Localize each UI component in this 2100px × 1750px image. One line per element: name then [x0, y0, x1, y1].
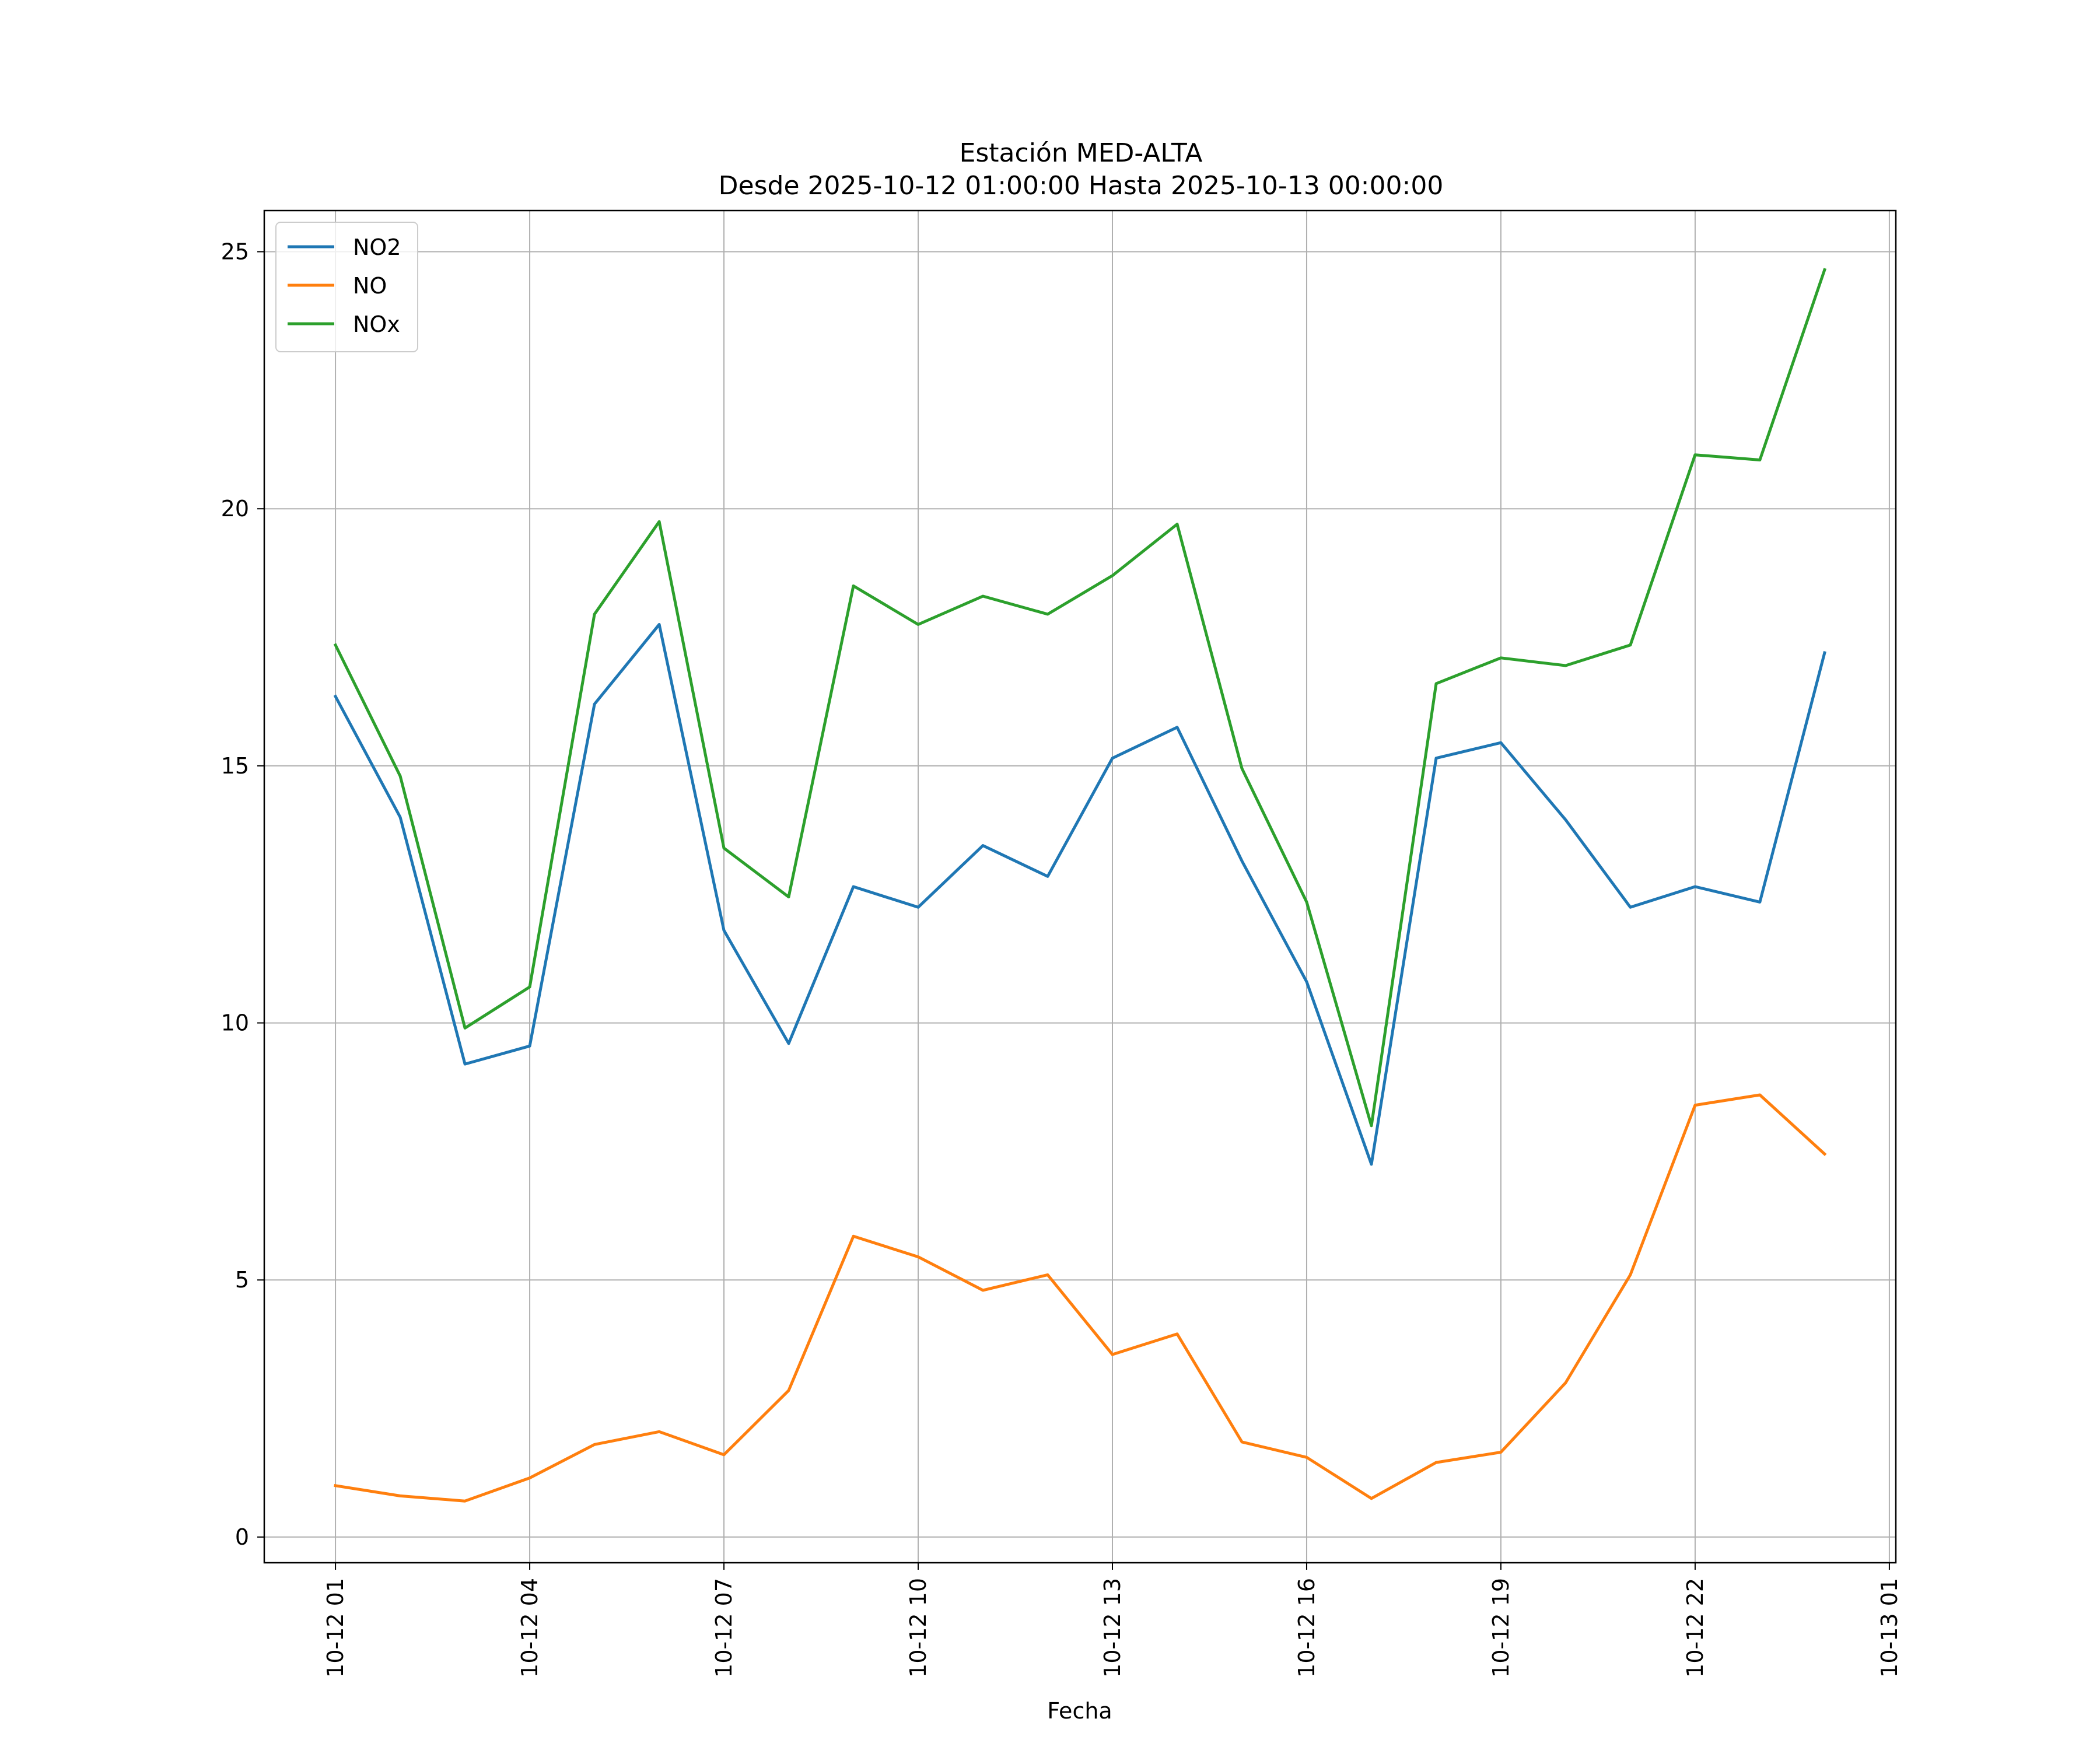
chart-title-line2: Desde 2025-10-12 01:00:00 Hasta 2025-10-…	[719, 171, 1444, 201]
y-tick-label: 20	[221, 496, 249, 522]
y-tick-label: 25	[221, 239, 249, 265]
x-tick-label: 10-12 13	[1100, 1578, 1125, 1678]
y-tick-label: 10	[221, 1010, 249, 1036]
grid	[264, 211, 1896, 1563]
legend-label-no2: NO2	[353, 235, 401, 260]
x-axis-label: Fecha	[1047, 1698, 1112, 1724]
y-tick-label: 5	[235, 1267, 249, 1293]
y-tick-label: 0	[235, 1524, 249, 1550]
legend-label-no: NO	[353, 273, 387, 299]
x-tick-label: 10-12 16	[1294, 1578, 1320, 1678]
x-tick-label: 10-12 19	[1488, 1578, 1514, 1678]
series-lines	[333, 268, 1827, 1503]
x-tick-label: 10-12 22	[1682, 1578, 1708, 1678]
series-line-nox	[333, 268, 1827, 1128]
y-tick-label: 15	[221, 753, 249, 779]
axis-ticks: 10-12 01 10-12 04 10-12 07 10-12 10 10-12 13…	[221, 239, 1902, 1678]
series-line-no	[334, 1093, 1827, 1503]
x-tick-label: 10-13 01	[1877, 1578, 1902, 1678]
plot-frame	[263, 209, 1897, 1564]
legend-label-nox: NOx	[353, 312, 400, 337]
chart-title-line1: Estación MED-ALTA	[960, 138, 1203, 168]
x-tick-label: 10-12 10	[905, 1578, 931, 1678]
legend-box	[275, 222, 418, 352]
x-tick-label: 10-12 07	[711, 1578, 737, 1678]
x-tick-label: 10-12 04	[517, 1578, 542, 1678]
legend: NO2 NO NOx	[275, 222, 418, 352]
series-line-no2	[333, 623, 1826, 1166]
x-tick-label: 10-12 01	[323, 1578, 348, 1678]
